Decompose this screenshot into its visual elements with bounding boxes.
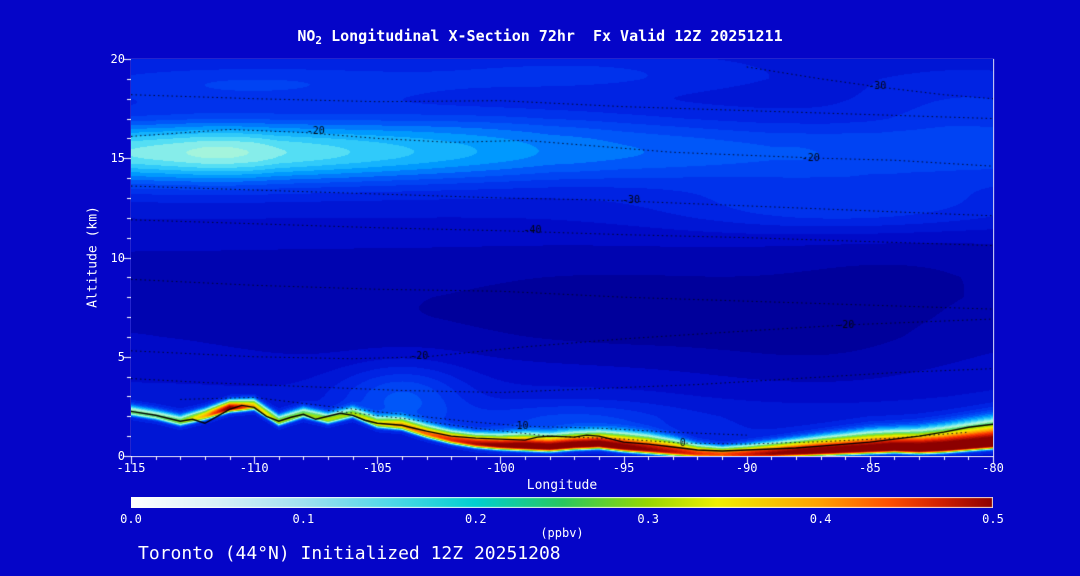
- y-tick-label: 5: [117, 349, 125, 364]
- footer-text: Toronto (44°N) Initialized 12Z 20251208: [138, 543, 561, 564]
- x-tick-label: -105: [362, 461, 392, 475]
- x-tick-label: -110: [239, 461, 269, 475]
- x-tick-label: -85: [859, 461, 881, 475]
- x-tick-label: -115: [116, 461, 146, 475]
- colorbar-tick-label: 0.2: [464, 512, 487, 526]
- x-tick-label: -100: [485, 461, 515, 475]
- y-tick-label: 15: [110, 151, 125, 166]
- colorbar: [131, 497, 993, 508]
- x-tick-label: -90: [735, 461, 758, 475]
- colorbar-tick-label: 0.5: [982, 512, 1004, 526]
- y-tick-label: 20: [110, 52, 125, 66]
- y-tick-label: 0: [117, 449, 125, 463]
- y-tick-label: 10: [110, 250, 125, 265]
- colorbar-units: (ppbv): [540, 526, 584, 540]
- x-tick-label: -80: [982, 461, 1004, 475]
- colorbar-tick-label: 0.0: [120, 512, 142, 526]
- colorbar-tick-label: 0.1: [292, 512, 315, 526]
- xsection-plot-canvas: [131, 59, 993, 456]
- x-axis-label: Longitude: [526, 478, 598, 493]
- x-tick-label: -95: [612, 461, 635, 475]
- colorbar-tick-label: 0.3: [637, 512, 660, 526]
- colorbar-tick-label: 0.4: [809, 512, 832, 526]
